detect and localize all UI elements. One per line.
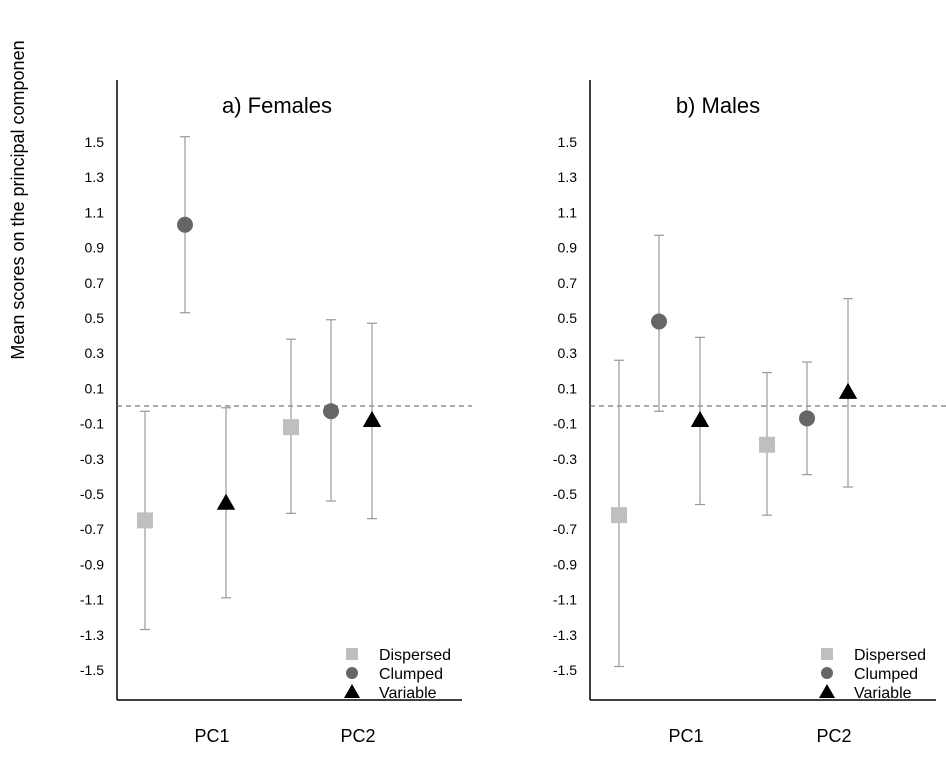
legend-label: Clumped [379, 666, 443, 683]
y-tick-label: 0.3 [558, 345, 578, 361]
y-tick-label: -1.1 [553, 592, 577, 608]
y-tick-label: 0.9 [85, 240, 105, 256]
data-point-clumped [651, 313, 667, 330]
y-tick-label: 1.1 [85, 204, 105, 220]
y-tick-label: 0.3 [85, 345, 105, 361]
y-tick-label: -1.5 [80, 662, 104, 678]
y-tick-label: -1.3 [80, 627, 104, 643]
y-tick-label: 1.3 [85, 169, 105, 185]
y-tick-label: 0.5 [85, 310, 105, 326]
y-tick-label: 1.1 [558, 204, 578, 220]
legend-marker-variable [818, 683, 836, 699]
x-category-label: PC2 [340, 726, 375, 746]
x-category-label: PC1 [668, 726, 703, 746]
y-tick-label: -0.7 [553, 521, 577, 537]
y-tick-label: -1.3 [553, 627, 577, 643]
data-point-clumped [799, 410, 815, 427]
y-tick-label: -0.3 [80, 451, 104, 467]
data-point-dispersed [759, 436, 775, 453]
legend-label: Dispersed [854, 647, 926, 664]
legend: Dispersed Clumped Variable [343, 647, 451, 702]
x-category-label: PC2 [816, 726, 851, 746]
y-tick-label: -1.5 [553, 662, 577, 678]
y-axis-label: Mean scores on the principal componen [8, 40, 28, 359]
y-tick-label: 0.9 [558, 240, 578, 256]
legend-label: Clumped [854, 666, 918, 683]
legend-marker-variable [343, 683, 361, 699]
legend-label: Dispersed [379, 647, 451, 664]
legend-label: Variable [379, 685, 437, 702]
y-tick-label: 1.5 [558, 134, 578, 150]
y-tick-label: -0.3 [553, 451, 577, 467]
y-tick-label: 0.7 [558, 275, 578, 291]
legend-marker-clumped [346, 667, 358, 679]
y-tick-label: -0.1 [80, 416, 104, 432]
y-tick-label: 1.3 [558, 169, 578, 185]
y-tick-label: 1.5 [85, 134, 105, 150]
data-point-dispersed [611, 507, 627, 524]
legend-label: Variable [854, 685, 912, 702]
data-point-variable [690, 410, 710, 427]
y-tick-label: -1.1 [80, 592, 104, 608]
data-point-variable [362, 410, 382, 427]
legend-marker-dispersed [821, 648, 833, 660]
y-tick-label: 0.1 [85, 380, 105, 396]
data-point-variable [216, 493, 236, 510]
x-category-label: PC1 [194, 726, 229, 746]
legend-marker-clumped [821, 667, 833, 679]
panel-title: a) Females [222, 93, 332, 118]
y-tick-label: -0.9 [80, 556, 104, 572]
data-point-clumped [177, 216, 193, 233]
chart-panel-males: 1.5 1.3 1.1 0.9 0.7 0.5 0.3 0.1 -0.1 -0.3 -0.5 -0.7… [553, 80, 946, 746]
y-tick-label: -0.9 [553, 556, 577, 572]
y-tick-label: 0.5 [558, 310, 578, 326]
data-point-dispersed [283, 419, 299, 436]
data-point-dispersed [137, 512, 153, 529]
y-tick-label: -0.1 [553, 416, 577, 432]
legend: Dispersed Clumped Variable [818, 647, 926, 702]
data-point-clumped [323, 403, 339, 420]
y-tick-label: 0.1 [558, 380, 578, 396]
y-tick-label: 0.7 [85, 275, 105, 291]
y-tick-label: -0.5 [80, 486, 104, 502]
y-tick-label: -0.5 [553, 486, 577, 502]
data-point-variable [838, 382, 858, 399]
chart-panel-females: 1.5 1.3 1.1 0.9 0.7 0.5 0.3 0.1 -0.1 -0.3 -0.5 -0.7… [80, 80, 472, 746]
panel-title: b) Males [676, 93, 760, 118]
y-tick-label: -0.7 [80, 521, 104, 537]
legend-marker-dispersed [346, 648, 358, 660]
